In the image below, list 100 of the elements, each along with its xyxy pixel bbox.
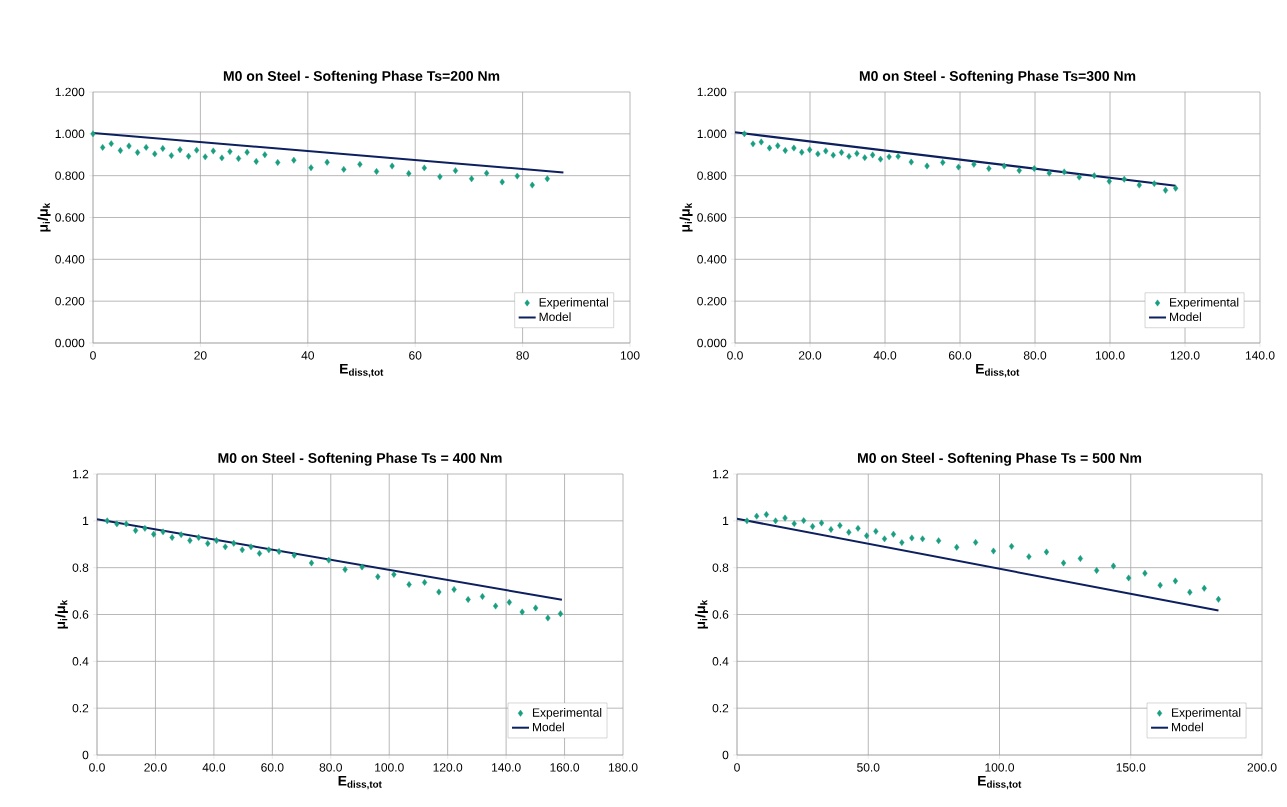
- chart-title: M0 on Steel - Softening Phase Ts = 400 Nm: [218, 452, 502, 466]
- point: [324, 158, 330, 166]
- y-tick-label: 0.8: [712, 563, 729, 572]
- y-tick-label: 0.400: [55, 255, 85, 264]
- point: [744, 517, 750, 525]
- point: [940, 159, 946, 166]
- y-tick-label: 0.000: [55, 338, 85, 348]
- point: [222, 543, 228, 551]
- point: [864, 532, 870, 540]
- point: [837, 522, 843, 529]
- point: [924, 162, 930, 170]
- legend-label: Experimental: [539, 297, 608, 309]
- point: [391, 571, 397, 578]
- point: [143, 144, 149, 151]
- point: [828, 526, 834, 533]
- x-tick-label: 80.0: [319, 763, 342, 772]
- y-tick-label: 1.2: [73, 469, 89, 479]
- point: [205, 540, 211, 547]
- x-tick-label: 100: [620, 351, 640, 360]
- point: [557, 610, 564, 618]
- x-tick-label: 120.0: [433, 763, 463, 772]
- point: [791, 144, 797, 152]
- point: [1201, 584, 1207, 592]
- y-tick-label: 1.000: [697, 129, 727, 139]
- point: [506, 598, 512, 606]
- point: [1106, 177, 1112, 185]
- point: [899, 539, 905, 547]
- point: [308, 164, 314, 172]
- point: [791, 520, 797, 528]
- point: [235, 155, 242, 162]
- point: [275, 159, 281, 166]
- point: [160, 145, 166, 152]
- point: [1215, 595, 1222, 603]
- point: [308, 559, 315, 567]
- point: [1001, 162, 1007, 170]
- point: [1031, 165, 1037, 172]
- point: [773, 517, 779, 525]
- x-tick-label: 200.0: [1247, 763, 1277, 772]
- point: [1026, 553, 1032, 561]
- point: [479, 593, 486, 600]
- x-tick-label: 40.0: [873, 351, 897, 360]
- point: [1126, 574, 1132, 582]
- point: [741, 130, 747, 138]
- legend-label: Model: [539, 312, 571, 322]
- point: [881, 535, 888, 543]
- point: [1172, 577, 1178, 585]
- point: [421, 579, 428, 586]
- x-tick-label: 40: [301, 351, 314, 360]
- point: [1091, 172, 1097, 180]
- point: [1162, 186, 1169, 194]
- point: [955, 163, 962, 171]
- point: [519, 608, 525, 616]
- point: [451, 586, 457, 593]
- y-axis-title: μ$_{i}$/μ$_{k}$: [694, 599, 708, 629]
- x-tick-label: 20: [194, 351, 207, 360]
- point: [132, 527, 139, 534]
- x-tick-label: 100.0: [1095, 351, 1125, 360]
- chart-title: M0 on Steel - Softening Phase Ts=300 Nm: [859, 70, 1136, 84]
- y-tick-label: 0.800: [697, 171, 727, 180]
- x-tick-label: 0: [90, 351, 96, 360]
- y-tick-label: 1.200: [55, 87, 85, 97]
- point: [342, 566, 348, 573]
- point: [823, 147, 829, 155]
- legend-label: Model: [1170, 312, 1201, 322]
- x-tick-label: 50.0: [857, 763, 880, 772]
- x-tick-label: 160.0: [550, 763, 580, 772]
- x-axis-title: E$_{diss,tot}$: [978, 775, 1022, 790]
- point: [152, 150, 158, 158]
- point: [196, 534, 202, 541]
- point: [194, 146, 200, 154]
- x-axis-title: E$_{diss,tot}$: [340, 363, 384, 378]
- legend-label: Experimental: [532, 707, 602, 720]
- y-tick-label: 0.200: [697, 296, 727, 306]
- y-tick-label: 1: [83, 516, 89, 525]
- point: [178, 531, 184, 539]
- point: [782, 147, 788, 154]
- point: [1151, 180, 1157, 188]
- x-tick-label: 20.0: [798, 351, 822, 360]
- y-tick-label: 0.000: [697, 338, 727, 348]
- point: [846, 153, 852, 160]
- point: [231, 539, 237, 547]
- point: [185, 152, 192, 160]
- point: [971, 160, 977, 168]
- y-tick-label: 1: [723, 516, 729, 525]
- point: [452, 167, 459, 175]
- point: [373, 168, 380, 175]
- point: [766, 144, 773, 152]
- point: [326, 556, 332, 564]
- point: [936, 537, 942, 545]
- y-tick-label: 1.000: [55, 129, 85, 139]
- x-axis-title: E$_{diss,tot}$: [976, 363, 1020, 378]
- point: [870, 151, 876, 159]
- x-tick-label: 120.0: [1170, 351, 1200, 360]
- point: [389, 162, 395, 170]
- point: [514, 172, 520, 180]
- point: [244, 148, 250, 156]
- point: [202, 153, 208, 161]
- point: [359, 563, 365, 571]
- point: [421, 164, 427, 172]
- point: [406, 170, 412, 177]
